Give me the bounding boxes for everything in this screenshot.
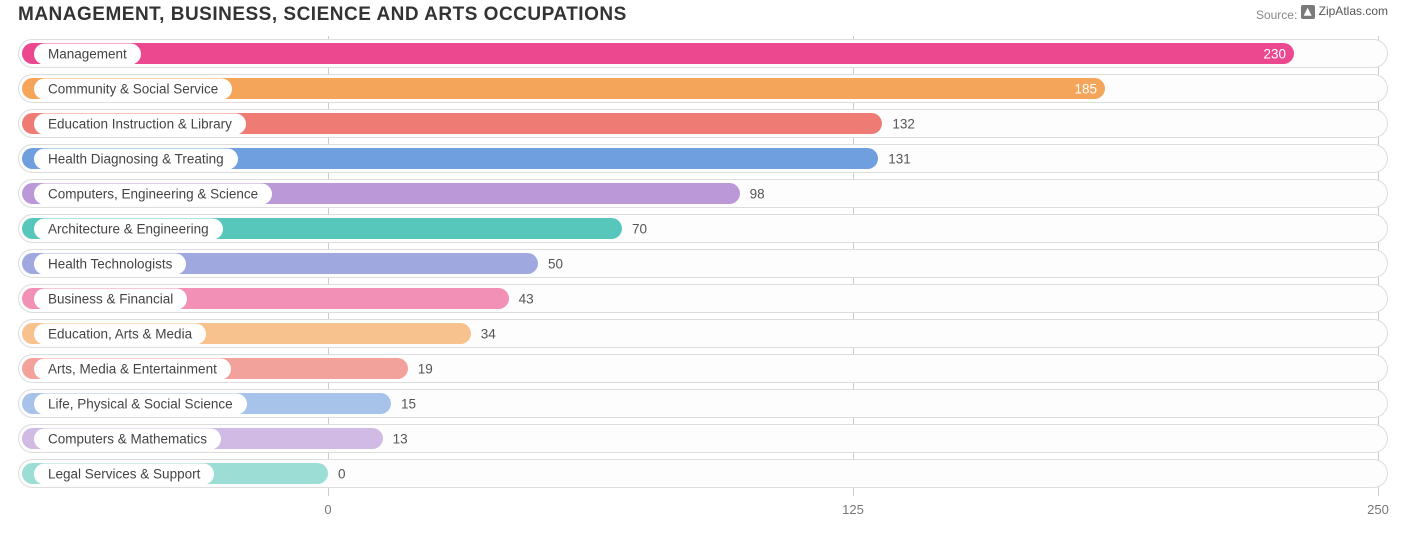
bar-category-label: Education, Arts & Media [34,323,206,344]
bar-category-label: Life, Physical & Social Science [34,393,247,414]
x-axis-tick: 250 [1367,502,1389,517]
x-axis-tick: 125 [842,502,864,517]
bar-value-label: 98 [750,186,765,201]
bar-row: Management 230 [18,36,1388,71]
bar-category-label: Management [34,43,141,64]
source-logo: ZipAtlas.com [1301,4,1388,20]
bar-value-label: 19 [418,361,433,376]
bar-row: Business & Financial 43 [18,281,1388,316]
source-attribution: Source: ZipAtlas.com [1256,4,1388,23]
bar-value-label: 132 [892,116,915,131]
bar-row: Health Diagnosing & Treating 131 [18,141,1388,176]
bar-row: Life, Physical & Social Science 15 [18,386,1388,421]
chart-header: MANAGEMENT, BUSINESS, SCIENCE AND ARTS O… [0,0,1406,36]
bar-category-label: Education Instruction & Library [34,113,246,134]
bar-value-label: 230 [1263,46,1286,61]
chart-title: MANAGEMENT, BUSINESS, SCIENCE AND ARTS O… [18,4,627,26]
plot-region: Management 230 Community & Social Service 1… [18,36,1388,496]
bar-row: Architecture & Engineering 70 [18,211,1388,246]
x-axis-tick: 0 [324,502,331,517]
bar-row: Education, Arts & Media 34 [18,316,1388,351]
bar-category-label: Legal Services & Support [34,463,214,484]
bar-value-label: 43 [519,291,534,306]
bar-row: Computers, Engineering & Science 98 [18,176,1388,211]
source-label: Source: [1256,8,1297,22]
bar-value-label: 50 [548,256,563,271]
bar-category-label: Health Technologists [34,253,186,274]
bar-row: Arts, Media & Entertainment 19 [18,351,1388,386]
bar-category-label: Community & Social Service [34,78,232,99]
bar-row: Health Technologists 50 [18,246,1388,281]
bar-row: Community & Social Service 185 [18,71,1388,106]
bar-fill [22,43,1294,64]
zipatlas-icon [1301,5,1315,19]
chart-area: Management 230 Community & Social Service 1… [18,36,1388,526]
bar-row: Education Instruction & Library 132 [18,106,1388,141]
bar-value-label: 34 [481,326,496,341]
bar-value-label: 185 [1074,81,1097,96]
bar-category-label: Business & Financial [34,288,187,309]
bar-row: Computers & Mathematics 13 [18,421,1388,456]
bar-value-label: 0 [338,466,346,481]
bar-value-label: 131 [888,151,911,166]
bar-category-label: Arts, Media & Entertainment [34,358,231,379]
x-axis: 0 125 250 [18,496,1388,526]
bar-row: Legal Services & Support 0 [18,456,1388,491]
bar-value-label: 15 [401,396,416,411]
source-name: ZipAtlas.com [1319,4,1388,20]
bar-category-label: Health Diagnosing & Treating [34,148,238,169]
bar-category-label: Computers, Engineering & Science [34,183,272,204]
bar-category-label: Architecture & Engineering [34,218,223,239]
bar-value-label: 13 [393,431,408,446]
bar-category-label: Computers & Mathematics [34,428,221,449]
bar-value-label: 70 [632,221,647,236]
